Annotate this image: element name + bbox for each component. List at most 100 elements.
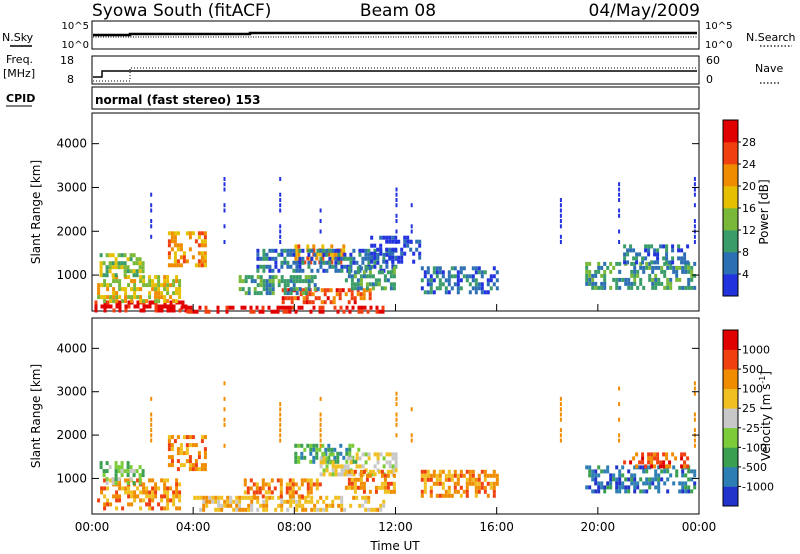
power-gate-cell: [347, 270, 351, 275]
power-gate-cell: [148, 275, 152, 280]
power-ray-cell: [223, 187, 226, 192]
velocity-gate-cell: [244, 507, 248, 512]
velocity-gate-cell: [288, 486, 292, 491]
power-gate-cell: [271, 248, 275, 253]
power-gate-cell: [292, 287, 296, 292]
power-gate-cell: [360, 309, 364, 314]
power-gate-cell: [111, 273, 115, 278]
velocity-colorbar-segment: [723, 330, 738, 350]
velocity-gate-cell: [623, 460, 627, 465]
power-gate-cell: [284, 296, 288, 301]
power-gate-cell: [680, 260, 684, 265]
velocity-gate-cell: [639, 477, 643, 482]
power-gate-cell: [651, 269, 655, 274]
velocity-ray-cell: [559, 428, 562, 433]
velocity-gate-cell: [465, 485, 469, 490]
power-gate-cell: [318, 252, 322, 257]
power-gate-cell: [429, 274, 433, 279]
power-gate-cell: [130, 287, 134, 292]
power-gate-cell: [683, 252, 687, 257]
power-gate-cell: [154, 299, 158, 304]
velocity-ray-cell: [319, 396, 322, 401]
power-gate-cell: [301, 260, 305, 265]
velocity-gate-cell: [142, 482, 146, 487]
power-gate-cell: [280, 248, 284, 253]
velocity-ray-cell: [223, 396, 226, 401]
power-gate-cell: [111, 253, 115, 258]
power-gate-cell: [376, 255, 380, 260]
velocity-gate-cell: [217, 495, 221, 500]
power-gate-cell: [357, 309, 361, 314]
velocity-gate-cell: [358, 464, 362, 469]
power-gate-cell: [141, 269, 145, 274]
velocity-gate-cell: [151, 498, 155, 503]
power-gate-cell: [118, 304, 122, 309]
velocity-gate-cell: [385, 452, 389, 457]
power-gate-cell: [106, 295, 110, 300]
power-gate-cell: [188, 235, 192, 240]
power-gate-cell: [597, 261, 601, 266]
power-gate-cell: [412, 259, 416, 264]
power-gate-cell: [167, 239, 171, 244]
velocity-gate-cell: [373, 452, 377, 457]
power-gate-cell: [173, 235, 177, 240]
nave-tick-top: 60: [706, 54, 720, 67]
velocity-gate-cell: [364, 468, 368, 473]
power-gate-cell: [656, 248, 660, 253]
velocity-gate-cell: [109, 502, 113, 507]
power-gate-cell: [167, 263, 171, 268]
power-gate-cell: [459, 278, 463, 283]
power-gate-cell: [290, 300, 294, 305]
velocity-gate-cell: [672, 465, 676, 470]
power-gate-cell: [418, 251, 422, 256]
power-gate-cell: [335, 292, 339, 297]
velocity-gate-cell: [349, 456, 353, 461]
power-gate-cell: [636, 285, 640, 290]
power-ray-cell: [559, 203, 562, 208]
power-gate-cell: [250, 279, 254, 284]
velocity-xtick-label: 16:00: [479, 520, 514, 534]
velocity-gate-cell: [362, 485, 366, 490]
velocity-gate-cell: [681, 469, 685, 474]
velocity-gate-cell: [347, 477, 351, 482]
power-gate-cell: [262, 264, 266, 269]
velocity-gate-cell: [594, 489, 598, 494]
velocity-gate-cell: [220, 495, 224, 500]
power-gate-cell: [385, 264, 389, 269]
power-gate-cell: [681, 285, 685, 290]
velocity-gate-cell: [166, 478, 170, 483]
power-gate-cell: [142, 299, 146, 304]
power-gate-cell: [163, 279, 167, 284]
power-gate-cell: [379, 235, 383, 240]
velocity-gate-cell: [654, 473, 658, 478]
power-ray-cell: [559, 234, 562, 239]
power-gate-cell: [377, 282, 381, 287]
velocity-gate-cell: [612, 473, 616, 478]
power-gate-cell: [118, 287, 122, 292]
power-gate-cell: [392, 286, 396, 291]
power-gate-cell: [657, 277, 661, 282]
velocity-gate-cell: [639, 465, 643, 470]
velocity-colorbar-tick-label: 1000: [742, 344, 770, 357]
velocity-gate-cell: [285, 482, 289, 487]
power-gate-cell: [145, 304, 149, 309]
velocity-gate-cell: [325, 507, 329, 512]
power-gate-cell: [175, 279, 179, 284]
power-gate-cell: [382, 259, 386, 264]
velocity-gate-cell: [615, 465, 619, 470]
velocity-gate-cell: [426, 469, 430, 474]
power-gate-cell: [160, 283, 164, 288]
velocity-gate-cell: [471, 477, 475, 482]
power-gate-cell: [368, 266, 372, 271]
velocity-gate-cell: [255, 482, 259, 487]
velocity-gate-cell: [250, 499, 254, 504]
velocity-gate-cell: [361, 503, 365, 508]
power-gate-cell: [138, 265, 142, 270]
power-gate-cell: [369, 305, 373, 310]
power-gate-cell: [585, 261, 589, 266]
power-gate-cell: [197, 235, 201, 240]
power-gate-cell: [304, 291, 308, 296]
power-gate-cell: [133, 283, 137, 288]
power-gate-cell: [626, 260, 630, 265]
power-ray-cell: [618, 182, 621, 187]
